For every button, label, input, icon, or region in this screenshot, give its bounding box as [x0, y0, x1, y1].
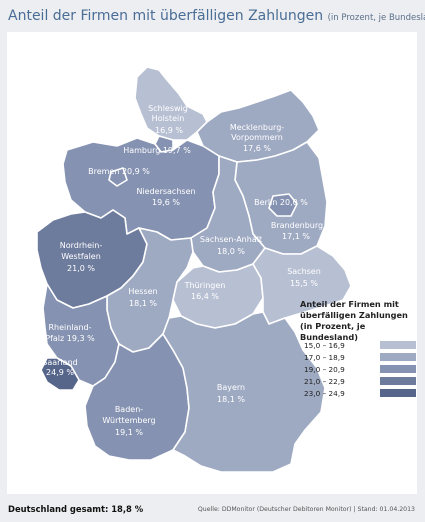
- map-panel: Schleswig Holstein 16,9 % Hamburg 19,7 %…: [7, 32, 417, 494]
- label-brandenburg-1: Brandenburg: [271, 221, 323, 230]
- label-baden-wuerttemberg-value: 19,1 %: [115, 428, 143, 437]
- label-baden-wuerttemberg-1: Baden-: [115, 405, 143, 414]
- legend-range-label: 15,0 – 16,9: [304, 341, 345, 350]
- label-niedersachsen-1: Niedersachsen: [136, 187, 195, 196]
- label-saarland-value: 24,9 %: [46, 368, 74, 377]
- label-nrw-1: Nordrhein-: [60, 241, 103, 250]
- label-schleswig-holstein-value: 16,9 %: [155, 126, 183, 135]
- label-niedersachsen-value: 19,6 %: [152, 198, 180, 207]
- source-note: Quelle: DDMonitor (Deutscher Debitoren M…: [197, 506, 415, 513]
- legend-title: Anteil der Firmen mit überfälligen Zahlu…: [300, 299, 408, 342]
- label-sachsen-value: 15,5 %: [290, 279, 318, 288]
- label-hessen-value: 18,1 %: [129, 299, 157, 308]
- title-main: Anteil der Firmen mit überfälligen Zahlu…: [8, 8, 324, 24]
- map-title: Anteil der Firmen mit überfälligen Zahlu…: [8, 8, 425, 24]
- label-brandenburg-value: 17,1 %: [282, 232, 310, 241]
- legend-swatch: [380, 389, 416, 397]
- germany-map: Schleswig Holstein 16,9 % Hamburg 19,7 %…: [36, 66, 352, 473]
- legend-row: 15,0 – 16,9: [304, 340, 416, 352]
- label-bayern-value: 18,1 %: [217, 395, 245, 404]
- label-mecklenburg-value: 17,6 %: [243, 144, 271, 153]
- legend-row: 21,0 – 22,9: [304, 376, 416, 388]
- label-rheinland-pfalz-1: Rheinland-: [48, 323, 91, 332]
- legend-row: 23,0 – 24,9: [304, 388, 416, 400]
- label-nrw-2: Westfalen: [61, 252, 101, 261]
- label-schleswig-holstein-1: Schleswig: [148, 104, 188, 113]
- label-hessen-1: Hessen: [128, 287, 157, 296]
- legend-range-label: 17,0 – 18,9: [304, 353, 345, 362]
- title-subtitle: (in Prozent, je Bundesland): [327, 13, 425, 23]
- label-rheinland-pfalz-2: Pfalz 19,3 %: [45, 334, 95, 343]
- label-mecklenburg-2: Vorpommern: [231, 133, 283, 142]
- label-baden-wuerttemberg-2: Württemberg: [102, 416, 155, 425]
- label-bayern-1: Bayern: [217, 383, 245, 392]
- label-thueringen-value: 16,4 %: [191, 292, 219, 301]
- label-saarland-1: Saarland: [42, 358, 77, 367]
- label-sachsen-anhalt-1: Sachsen-Anhalt: [200, 235, 262, 244]
- label-sachsen-anhalt-value: 18,0 %: [217, 247, 245, 256]
- label-sachsen-1: Sachsen: [287, 267, 321, 276]
- label-thueringen-1: Thüringen: [184, 281, 226, 290]
- label-schleswig-holstein-2: Holstein: [152, 114, 185, 123]
- state-saarland[interactable]: [40, 357, 80, 391]
- legend-swatch: [380, 353, 416, 361]
- germany-total: Deutschland gesamt: 18,8 %: [8, 504, 144, 514]
- state-sachsen[interactable]: [252, 245, 352, 325]
- legend-range-label: 23,0 – 24,9: [304, 389, 345, 398]
- legend-row: 17,0 – 18,9: [304, 352, 416, 364]
- legend-swatch: [380, 341, 416, 349]
- state-berlin[interactable]: [268, 193, 298, 217]
- state-bayern[interactable]: [162, 311, 326, 473]
- legend-swatch: [380, 365, 416, 373]
- legend-range-label: 21,0 – 22,9: [304, 377, 345, 386]
- label-mecklenburg-1: Mecklenburg-: [230, 123, 284, 132]
- label-nrw-value: 21,0 %: [67, 264, 95, 273]
- label-berlin: Berlin 20,0 %: [254, 198, 308, 207]
- state-bremen[interactable]: [108, 167, 128, 187]
- legend-swatch: [380, 377, 416, 385]
- label-hamburg: Hamburg 19,7 %: [123, 146, 191, 155]
- legend-range-label: 19,0 – 20,9: [304, 365, 345, 374]
- legend-row: 19,0 – 20,9: [304, 364, 416, 376]
- label-bremen: Bremen 20,9 %: [88, 167, 150, 176]
